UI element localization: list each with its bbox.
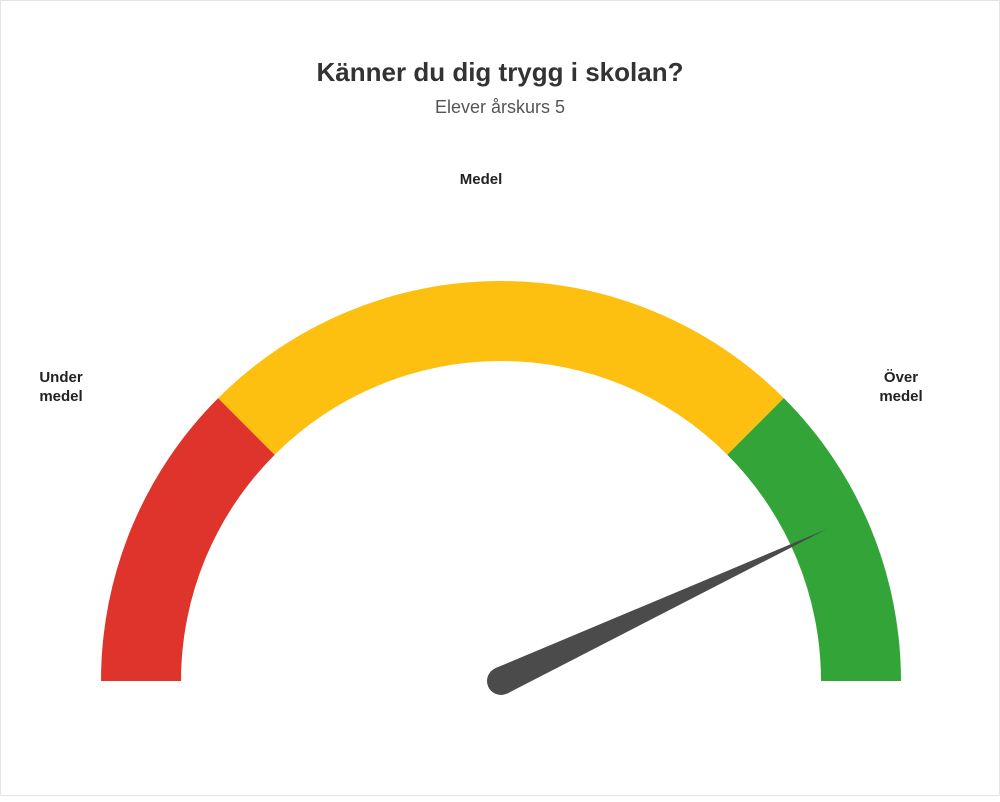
gauge-hub — [487, 667, 515, 695]
chart-frame: Känner du dig trygg i skolan? Elever års… — [0, 0, 1000, 796]
gauge-needle — [495, 529, 827, 694]
gauge-segment — [101, 398, 275, 681]
segment-label-medel: Medel — [460, 171, 503, 190]
segment-label-over-medel: Över medel — [879, 369, 922, 407]
segment-label-under-medel: Under medel — [39, 369, 82, 407]
gauge-segment — [727, 398, 901, 681]
gauge-svg — [1, 1, 1000, 797]
gauge-chart — [1, 1, 1000, 797]
gauge-segment — [218, 281, 784, 455]
